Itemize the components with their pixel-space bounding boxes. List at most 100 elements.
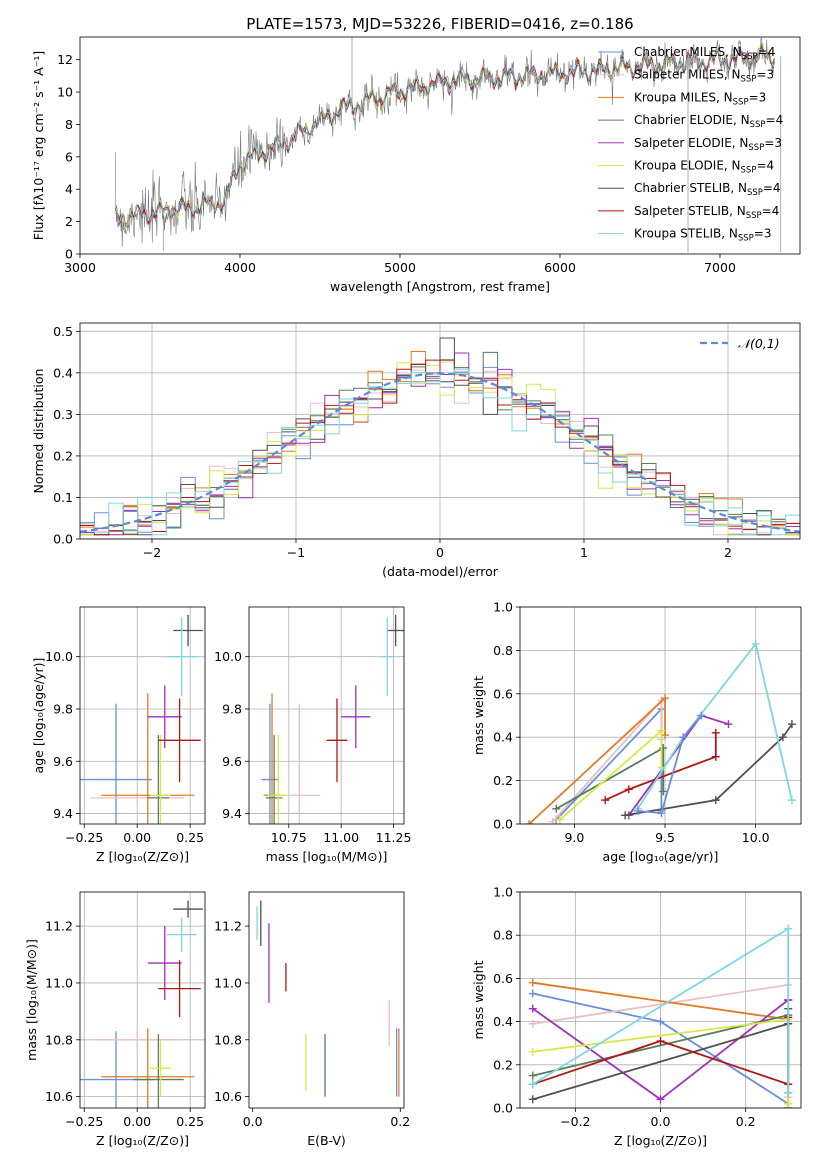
weight-line: [637, 641, 793, 810]
y-tick-label: 4: [65, 182, 73, 197]
weight-point-marker: [528, 1004, 537, 1013]
x-tick-label: 9.0: [564, 830, 584, 845]
y-tick-label: 0.0: [493, 1101, 513, 1116]
y-tick-label: 11.0: [45, 975, 73, 990]
x-tick-label: 0.0: [651, 1114, 671, 1129]
plot-area: [80, 614, 203, 824]
panel-age-vs-mass: 10.75 11.00 11.25 9.4 9.6 9.8 10.0 mass [log₁₀(…: [214, 606, 411, 864]
legend-label: Salpeter MILES, NSSP=3: [634, 68, 774, 85]
legend-value: =4: [766, 113, 784, 127]
x-tick-label: 0: [436, 545, 444, 560]
weight-point-marker: [711, 796, 720, 805]
y-tick-label: 0.2: [493, 773, 513, 788]
y-tick-label: 10.0: [214, 649, 242, 664]
weight-point-marker: [528, 1019, 537, 1028]
y-tick-label: 8: [65, 117, 73, 132]
panel-weight-vs-age: 9.0 9.5 10.0 0.0 0.2 0.4 0.6 0.8 1.0 age [log₁₀(a…: [471, 600, 802, 864]
y-tick-label: 9.4: [53, 806, 73, 821]
x-axis-label: wavelength [Angstrom, rest frame]: [330, 279, 550, 294]
x-tick-label: −0.2: [560, 1114, 590, 1129]
axes-frame: [79, 36, 801, 255]
weight-point-marker: [656, 1017, 665, 1026]
weight-point-marker: [552, 804, 561, 813]
weight-point-marker: [601, 796, 610, 805]
weight-point-marker: [724, 720, 733, 729]
axes-frame: [79, 606, 206, 825]
residual-histogram: [80, 337, 800, 536]
x-tick-label: 7000: [704, 260, 736, 275]
x-axis-label: Z [log₁₀(Z/Z⊙)]: [614, 1133, 707, 1148]
legend-subscript: SSP: [741, 166, 757, 176]
legend-value: =4: [758, 45, 776, 59]
x-tick-label: 1: [580, 545, 588, 560]
y-tick-label: 10.0: [45, 649, 73, 664]
weight-point-marker: [657, 726, 666, 735]
y-tick-label: 9.8: [53, 701, 73, 716]
weight-point-marker: [661, 731, 670, 740]
y-axis-label: age [log₁₀(age/yr)]: [31, 658, 46, 774]
weight-point-marker: [528, 1071, 537, 1080]
axes-frame: [79, 891, 206, 1109]
y-tick-label: 0.6: [493, 971, 513, 986]
weight-point-marker: [621, 811, 630, 820]
legend-label: Chabrier MILES, NSSP=4: [634, 45, 775, 62]
x-tick-label: 0.00: [123, 1114, 151, 1129]
x-tick-label: 10.75: [271, 830, 307, 845]
legend-value: =4: [763, 181, 781, 195]
x-tick-label: 0.25: [176, 1114, 204, 1129]
gaussian-curve: [80, 372, 800, 533]
legend-label: Kroupa MILES, NSSP=3: [634, 90, 766, 107]
figure-title: PLATE=1573, MJD=53226, FIBERID=0416, z=0…: [246, 15, 633, 33]
weight-point-marker: [624, 785, 633, 794]
y-axis-label: mass weight: [471, 960, 486, 1039]
x-axis-label: (data-model)/error: [382, 564, 499, 579]
gaussian-legend-label: 𝒩(0,1): [738, 336, 780, 351]
x-tick-label: −0.25: [65, 1114, 103, 1129]
x-tick-label: −0.25: [65, 830, 103, 845]
y-tick-label: 9.6: [53, 754, 73, 769]
panel-mass-vs-Z: −0.25 0.00 0.25 10.6 10.8 11.0 11.2 Z [log₁₀(Z/…: [24, 891, 206, 1148]
legend-value: =3: [764, 136, 782, 150]
weight-point-marker: [525, 820, 534, 824]
y-axis-label: Flux [fλ10⁻¹⁷ erg cm⁻² s⁻¹ A⁻¹]: [31, 51, 46, 240]
y-tick-label: 10.6: [214, 1089, 242, 1104]
residual-histogram: [80, 359, 800, 536]
x-tick-label: 0.00: [123, 830, 151, 845]
residual-histogram: [80, 368, 800, 536]
x-tick-label: 10.0: [742, 830, 770, 845]
legend-label: Chabrier ELODIE, NSSP=4: [634, 113, 783, 130]
y-axis-label: Normed distribution: [31, 369, 46, 494]
panel-weight-vs-Z: −0.2 0.0 0.2 0.0 0.2 0.4 0.6 0.8 1.0 Z [log₁₀(Z/Z…: [471, 885, 802, 1148]
axes-frame: [519, 606, 802, 825]
legend-label: Salpeter STELIB, NSSP=4: [634, 204, 779, 221]
plot-area: [80, 900, 203, 1108]
y-tick-label: 0.8: [493, 928, 513, 943]
x-tick-label: 3000: [64, 260, 96, 275]
y-tick-label: 2: [65, 214, 73, 229]
y-axis-label: mass weight: [471, 676, 486, 755]
panel-spectrum: 3000 4000 5000 6000 7000 0 2 4 6 8 10 12 wavelength …: [31, 36, 801, 294]
y-tick-label: 9.8: [222, 701, 242, 716]
weight-point-marker: [711, 752, 720, 761]
y-tick-label: 1.0: [493, 600, 513, 615]
weight-point-marker: [659, 787, 668, 796]
plot-area: [525, 639, 796, 824]
axes-frame: [248, 891, 405, 1109]
legend-value: =4: [756, 159, 774, 173]
weight-point-marker: [659, 744, 668, 753]
weight-point-marker: [656, 1095, 665, 1104]
weight-point-marker: [679, 733, 688, 742]
y-tick-label: 6: [65, 149, 73, 164]
y-tick-label: 10: [57, 85, 73, 100]
y-tick-label: 0.2: [493, 1057, 513, 1072]
weight-line: [637, 714, 702, 815]
y-tick-label: 0: [65, 247, 73, 262]
weight-point-marker: [657, 809, 666, 818]
x-tick-label: 5000: [384, 260, 416, 275]
weight-point-marker: [633, 806, 642, 815]
legend-subscript: SSP: [741, 75, 757, 85]
plot-layer: 3000 4000 5000 6000 7000024681012wavelength …: [24, 36, 802, 1148]
x-tick-label: 2: [724, 545, 732, 560]
y-tick-label: 1.0: [493, 885, 513, 900]
weight-point-marker: [784, 1099, 793, 1108]
